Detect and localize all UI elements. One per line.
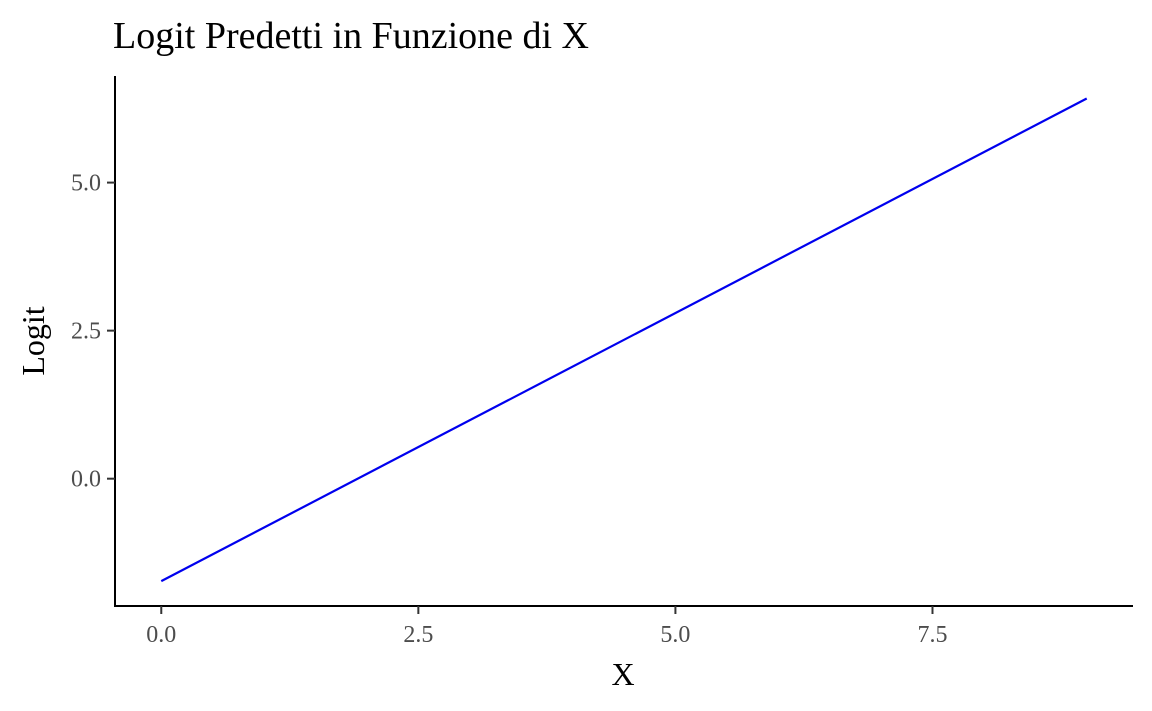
x-tick-label: 0.0 [146,622,176,648]
series-line-0 [160,97,1088,583]
y-axis-title: Logit [15,306,51,375]
plot-area [160,97,1088,583]
chart-title: Logit Predetti in Funzione di X [113,15,589,57]
y-tick-label: 0.0 [71,467,101,493]
x-axis-title: X [611,656,634,692]
x-tick-label: 7.5 [917,622,947,648]
y-tick-label: 5.0 [71,171,101,197]
y-axis-ticks: 0.0 2.5 5.0 [71,171,115,493]
y-tick-label: 2.5 [71,319,101,345]
x-tick-label: 5.0 [660,622,690,648]
x-axis-ticks: 0.0 2.5 5.0 7.5 [146,606,947,648]
x-tick-label: 2.5 [403,622,433,648]
